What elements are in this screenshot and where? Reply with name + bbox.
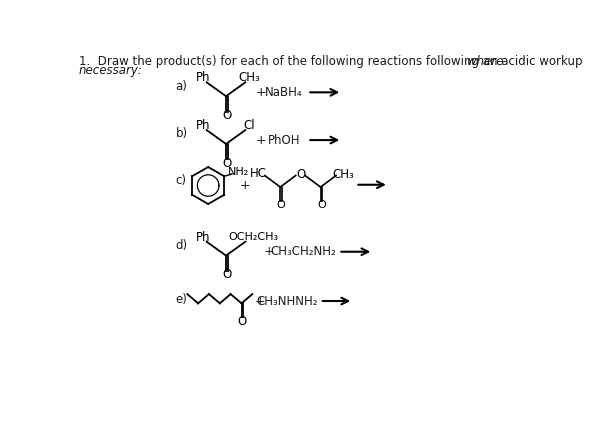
Text: Ph: Ph — [195, 119, 210, 132]
Text: necessary:: necessary: — [78, 64, 143, 77]
Text: +: + — [256, 86, 266, 99]
Text: 1.  Draw the product(s) for each of the following reactions following an acidic : 1. Draw the product(s) for each of the f… — [78, 55, 586, 68]
Text: +: + — [240, 179, 251, 192]
Text: NaBH₄: NaBH₄ — [265, 86, 303, 99]
Text: O: O — [222, 109, 232, 122]
Text: +: + — [264, 245, 274, 258]
Text: e): e) — [176, 293, 187, 306]
Text: O: O — [317, 200, 326, 210]
Text: PhOH: PhOH — [268, 134, 300, 147]
Text: O: O — [238, 315, 247, 327]
Text: O: O — [297, 168, 306, 181]
Text: Ph: Ph — [195, 231, 210, 244]
Text: CH₃: CH₃ — [332, 168, 354, 181]
Text: NH₂: NH₂ — [228, 168, 249, 177]
Text: +: + — [256, 134, 266, 147]
Text: CH₃: CH₃ — [238, 71, 260, 84]
Text: +: + — [255, 294, 265, 308]
Text: O: O — [222, 157, 232, 170]
Text: b): b) — [176, 127, 187, 140]
Text: d): d) — [176, 239, 187, 252]
Text: O: O — [222, 268, 232, 281]
Text: c): c) — [176, 173, 187, 187]
Text: where: where — [467, 55, 504, 68]
Text: CH₃NHNH₂: CH₃NHNH₂ — [256, 294, 318, 308]
Text: Ph: Ph — [195, 71, 210, 84]
Text: CH₃CH₂NH₂: CH₃CH₂NH₂ — [271, 245, 337, 258]
Text: a): a) — [176, 80, 187, 93]
Text: OCH₂CH₃: OCH₂CH₃ — [228, 232, 278, 242]
Text: O: O — [277, 200, 285, 210]
Text: Cl: Cl — [243, 119, 255, 132]
Text: HC: HC — [250, 168, 267, 181]
